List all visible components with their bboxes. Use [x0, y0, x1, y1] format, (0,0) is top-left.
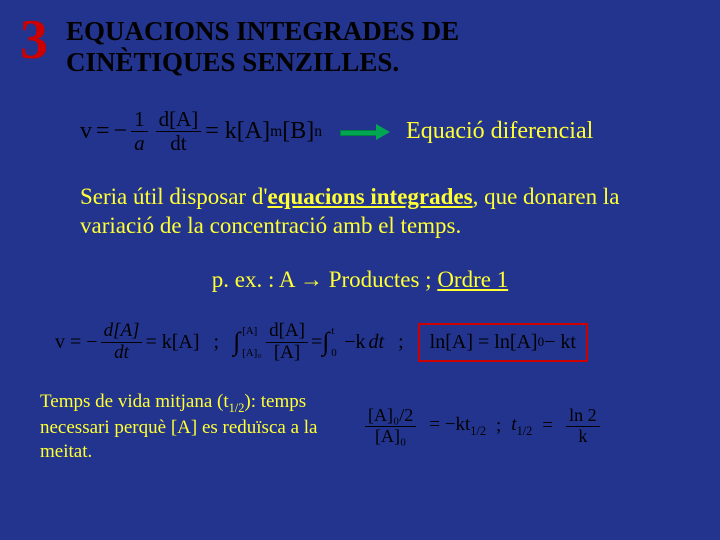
hl-sub: 1/2: [229, 400, 245, 414]
frac-dA-A: d[A] [A]: [266, 321, 308, 364]
den: [A]: [271, 343, 303, 364]
title-line-2: CINÈTIQUES SENZILLES.: [66, 47, 399, 77]
title-line-1: EQUACIONS INTEGRADES DE: [66, 16, 459, 46]
differential-label: Equació diferencial: [406, 118, 593, 145]
den: dt: [111, 343, 132, 364]
sup-m: m: [270, 123, 282, 141]
integrated-equation-row: v = − d[A] dt = k[A] ; ∫ [A] [A]₀ d[A] […: [20, 321, 700, 364]
frac-den: a: [131, 132, 148, 155]
half-life-equation: [A]₀/2 [A]₀ = −kt1/2 ; t1/2 = ln 2 k: [362, 406, 603, 447]
para1-emph: equacions integrades: [267, 184, 472, 209]
frac-A0-2: [A]₀/2 [A]₀: [365, 406, 416, 447]
frac-dA-dt-2: d[A] dt: [101, 321, 143, 364]
minus-k: −k: [344, 331, 365, 354]
half-life-text: Temps de vida mitjana (t1/2): temps nece…: [40, 390, 350, 464]
slide-title: EQUACIONS INTEGRADES DE CINÈTIQUES SENZI…: [66, 12, 459, 78]
slide-header: 3 EQUACIONS INTEGRADES DE CINÈTIQUES SEN…: [20, 12, 700, 78]
eq-b: [B]: [282, 118, 314, 145]
num: d[A]: [101, 321, 143, 343]
slide-container: 3 EQUACIONS INTEGRADES DE CINÈTIQUES SEN…: [0, 0, 720, 540]
boxed-result: ln[A] = ln[A]0 − kt: [418, 323, 588, 362]
slide-number: 3: [20, 12, 48, 68]
int-top: [A]: [242, 325, 257, 337]
num: [A]₀/2: [365, 406, 416, 427]
hl-1: Temps de vida mitjana (t: [40, 391, 229, 412]
int2-top: t: [331, 325, 334, 337]
ex-prefix: p. ex. : A: [212, 267, 300, 292]
semi-1: ;: [214, 331, 220, 354]
differential-equation: v = − 1 a d[A] dt = k[A]m[B]n: [80, 108, 322, 155]
eq-rhs: = k[A]: [205, 118, 270, 145]
frac-num: d[A]: [156, 108, 202, 132]
arrow-icon: [340, 127, 390, 137]
ex-order: Ordre 1: [437, 267, 508, 292]
den: k: [575, 427, 590, 447]
ex-arrow: →: [300, 267, 323, 292]
eq2: =: [311, 331, 322, 354]
frac-den: dt: [167, 132, 189, 155]
example-line: p. ex. : A → Productes ; Ordre 1: [20, 267, 700, 293]
paragraph-1: Seria útil disposar d'equacions integrad…: [20, 183, 700, 241]
int-eq-part1: v = − d[A] dt = k[A]: [55, 321, 200, 364]
res-tail: − kt: [544, 331, 576, 354]
hl-t12: t1/2: [511, 414, 532, 439]
res-1: ln[A] = ln[A]: [430, 331, 538, 354]
p1-tail: = k[A]: [145, 331, 199, 354]
den: [A]₀: [372, 427, 409, 447]
hl-eq: =: [542, 415, 553, 437]
frac-num: 1: [131, 108, 148, 132]
int2-bot: 0: [331, 347, 337, 359]
frac-ln2-k: ln 2 k: [566, 406, 600, 447]
half-life-row: Temps de vida mitjana (t1/2): temps nece…: [20, 390, 700, 464]
dt: dt: [369, 331, 385, 354]
hl-mid: = −kt1/2: [429, 414, 486, 439]
para1-pre: Seria útil disposar d': [80, 184, 267, 209]
hl-semi: ;: [496, 415, 501, 437]
num: d[A]: [266, 321, 308, 343]
int-eq-part2: ∫ [A] [A]₀ d[A] [A] = ∫ t 0 −k dt: [233, 321, 384, 364]
p1-v: v = −: [55, 331, 98, 354]
integral-icon: ∫ [A] [A]₀: [233, 327, 247, 357]
num: ln 2: [566, 406, 600, 427]
eq-v: v: [80, 118, 92, 145]
int-bot: [A]₀: [242, 347, 261, 359]
semi-2: ;: [398, 331, 404, 354]
differential-equation-row: v = − 1 a d[A] dt = k[A]m[B]n Equació di…: [20, 108, 700, 155]
frac-1-a: 1 a: [131, 108, 148, 155]
frac-dA-dt: d[A] dt: [156, 108, 202, 155]
eq-minus: −: [114, 118, 128, 145]
ex-products: Productes ;: [323, 267, 437, 292]
integral-icon-2: ∫ t 0: [322, 327, 336, 357]
sup-n: n: [314, 123, 322, 141]
